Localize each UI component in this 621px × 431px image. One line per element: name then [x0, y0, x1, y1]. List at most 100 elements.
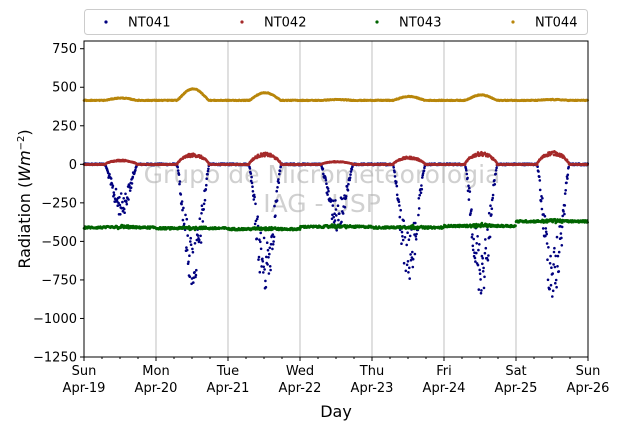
data-point — [562, 210, 565, 213]
data-point — [200, 212, 203, 215]
data-point — [264, 279, 267, 283]
data-point — [489, 204, 492, 207]
data-point — [334, 199, 337, 202]
data-point — [269, 268, 272, 272]
data-point — [180, 200, 184, 203]
data-point — [334, 208, 338, 211]
data-point — [561, 214, 564, 218]
data-point — [109, 177, 113, 180]
data-point — [420, 184, 423, 187]
data-point — [404, 269, 408, 273]
data-point — [541, 197, 544, 200]
data-point — [249, 179, 253, 183]
data-point — [546, 278, 550, 282]
data-point — [395, 184, 399, 188]
data-point — [481, 270, 485, 273]
data-point — [200, 204, 204, 207]
data-point — [481, 262, 484, 266]
x-tick-label-date: Apr-26 — [567, 381, 610, 396]
data-point — [421, 172, 425, 175]
data-point — [268, 246, 272, 250]
data-point — [248, 167, 252, 170]
y-axis-title-close: ) — [15, 129, 34, 135]
data-point — [560, 236, 563, 240]
watermark: Grupo de Micrometeorologia IAG - USP — [144, 160, 501, 218]
data-point — [476, 235, 479, 238]
y-tick-label: 500 — [52, 81, 77, 96]
data-point — [273, 204, 276, 208]
series-NT044 — [82, 87, 589, 103]
data-point — [126, 224, 130, 227]
data-point — [477, 248, 480, 252]
data-point — [547, 246, 550, 249]
data-point — [192, 281, 195, 284]
data-point — [125, 200, 128, 204]
data-point — [402, 261, 406, 265]
data-point — [540, 195, 543, 198]
data-point — [463, 163, 467, 167]
data-point — [180, 202, 183, 206]
data-point — [256, 215, 260, 218]
data-point — [480, 254, 484, 258]
data-point — [407, 271, 410, 274]
data-point — [488, 235, 492, 239]
data-point — [493, 183, 497, 186]
data-point — [326, 193, 329, 196]
data-point — [347, 182, 350, 186]
data-point — [258, 238, 261, 241]
data-point — [537, 170, 540, 173]
data-point — [275, 189, 279, 193]
data-point — [193, 242, 197, 245]
data-point — [184, 213, 187, 217]
data-point — [551, 289, 555, 293]
data-point — [401, 235, 404, 238]
x-tick-label-date: Apr-24 — [423, 381, 466, 396]
data-point — [470, 235, 474, 239]
data-point — [468, 190, 472, 193]
legend-label: NT042 — [264, 16, 306, 31]
data-point — [278, 172, 281, 176]
data-point — [565, 181, 568, 185]
data-point — [252, 198, 256, 201]
data-point — [185, 217, 189, 221]
data-point — [397, 200, 401, 204]
data-point — [399, 208, 403, 212]
data-point — [185, 246, 188, 249]
data-point — [490, 207, 494, 210]
legend-marker — [240, 20, 244, 24]
data-point — [191, 250, 195, 254]
data-point — [199, 241, 203, 244]
data-point — [332, 215, 336, 219]
data-point — [483, 275, 486, 279]
data-point — [408, 234, 412, 238]
x-tick-label-day: Tue — [216, 364, 239, 379]
data-point — [253, 222, 257, 226]
data-point — [198, 217, 202, 220]
x-tick-label-day: Sun — [72, 364, 97, 379]
data-point — [486, 258, 490, 262]
data-point — [538, 175, 541, 178]
data-point — [475, 251, 478, 255]
series-marks — [82, 87, 589, 298]
data-point — [262, 265, 266, 269]
data-point — [340, 197, 344, 201]
data-point — [335, 229, 339, 232]
data-point — [551, 272, 554, 275]
data-point — [465, 172, 469, 176]
data-point — [130, 182, 134, 185]
data-point — [418, 193, 422, 197]
data-point — [189, 243, 193, 246]
x-tick-label-day: Wed — [286, 364, 314, 379]
data-point — [253, 195, 256, 199]
data-point — [275, 199, 279, 202]
data-point — [121, 209, 125, 213]
data-point — [409, 253, 412, 256]
data-point — [397, 198, 400, 201]
data-point — [206, 169, 210, 173]
data-point — [185, 248, 189, 252]
data-point — [552, 263, 555, 266]
data-point — [114, 187, 118, 191]
data-point — [345, 185, 349, 188]
data-point — [252, 193, 256, 197]
